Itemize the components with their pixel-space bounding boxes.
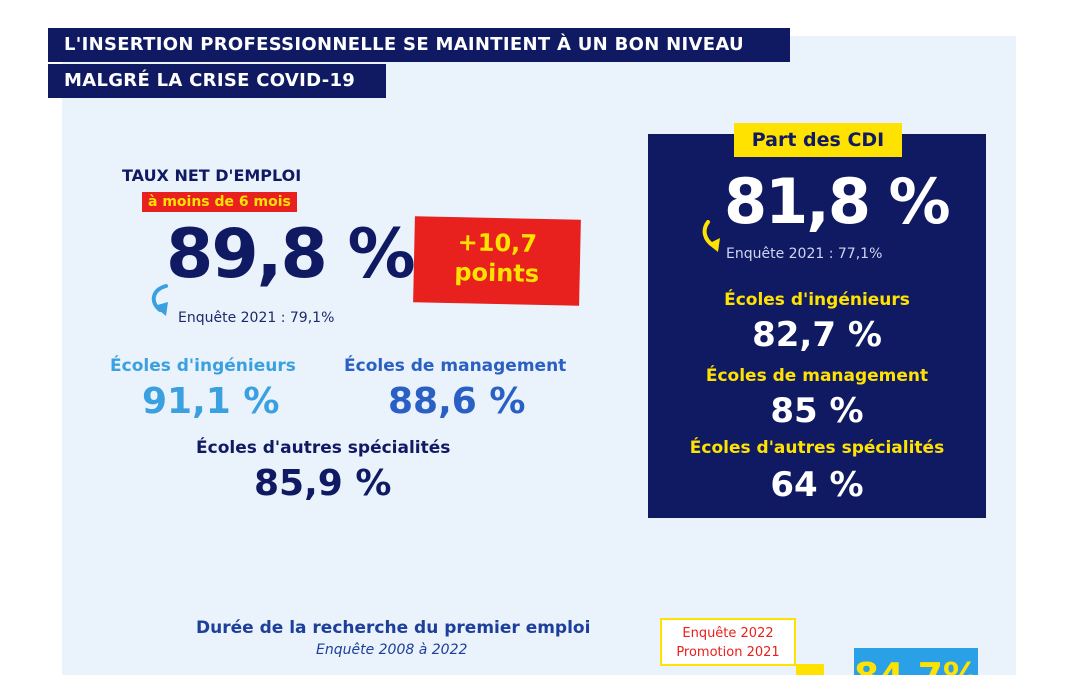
- curved-arrow-icon: [702, 220, 720, 252]
- emploi-autres-label: Écoles d'autres spécialités: [196, 438, 451, 458]
- partial-value-chip: 84,7%: [854, 648, 978, 675]
- recherche-title: Durée de la recherche du premier emploi: [196, 618, 591, 638]
- partial-value: 84,7%: [854, 656, 978, 675]
- delta-value: +10,7: [457, 228, 538, 258]
- headline-banner-line-2: MALGRÉ LA CRISE COVID-19: [48, 64, 386, 98]
- delta-points-badge: +10,7 points: [413, 216, 581, 306]
- emploi-management-label: Écoles de management: [344, 356, 567, 376]
- delta-unit: points: [454, 258, 540, 288]
- cdi-previous-survey: Enquête 2021 : 77,1%: [726, 246, 883, 262]
- recherche-subtitle: Enquête 2008 à 2022: [316, 642, 468, 658]
- headline-banner-line-1: L'INSERTION PROFESSIONNELLE SE MAINTIENT…: [48, 28, 790, 62]
- emploi-ingenieurs-value: 91,1 %: [142, 381, 280, 422]
- cdi-ingenieurs-label: Écoles d'ingénieurs: [724, 290, 910, 310]
- emploi-previous-survey: Enquête 2021 : 79,1%: [178, 310, 335, 326]
- promotion-year: Promotion 2021: [676, 645, 780, 660]
- cdi-ingenieurs-value: 82,7 %: [752, 315, 882, 355]
- emploi-main-value: 89,8 %: [166, 215, 416, 294]
- emploi-autres-value: 85,9 %: [254, 463, 392, 504]
- emploi-ingenieurs-label: Écoles d'ingénieurs: [110, 356, 296, 376]
- curved-arrow-icon: [151, 284, 168, 316]
- cdi-autres-label: Écoles d'autres spécialités: [689, 438, 945, 458]
- cdi-main-value: 81,8 %: [724, 165, 951, 238]
- emploi-title: TAUX NET D'EMPLOI: [122, 166, 302, 185]
- promotion-survey: Enquête 2022: [682, 626, 774, 641]
- yellow-strip: [796, 664, 824, 675]
- cdi-tag: Part des CDI: [734, 123, 902, 157]
- cdi-autres-value: 64 %: [770, 465, 864, 505]
- cdi-management-label: Écoles de management: [705, 366, 929, 386]
- emploi-management-value: 88,6 %: [388, 381, 526, 422]
- cdi-management-value: 85 %: [770, 391, 864, 431]
- promotion-badge: Enquête 2022 Promotion 2021: [660, 618, 796, 666]
- emploi-subtitle-tag: à moins de 6 mois: [142, 192, 297, 212]
- cdi-panel: [648, 134, 986, 518]
